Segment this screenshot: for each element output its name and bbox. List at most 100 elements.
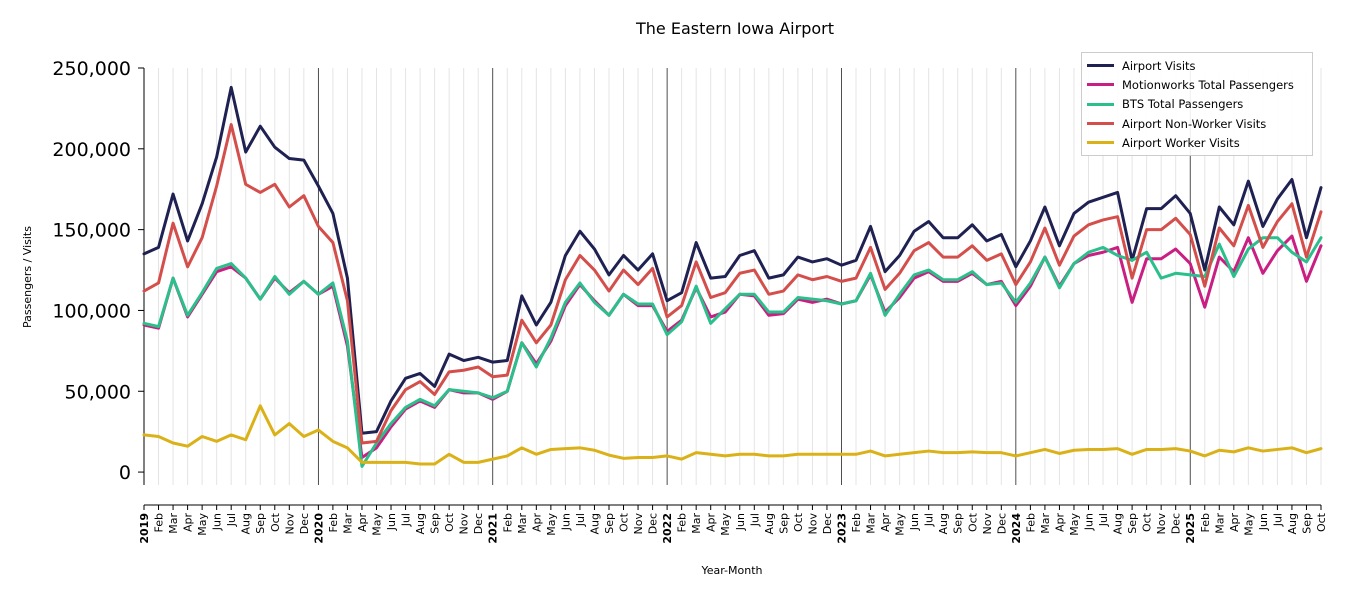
x-tick-label-month: Jun — [908, 513, 921, 531]
x-tick-label-month: Sep — [429, 513, 442, 534]
x-tick-label-month: Mar — [516, 513, 529, 534]
legend-swatch — [1087, 64, 1114, 68]
x-tick-label-month: May — [196, 513, 209, 536]
chart-title: The Eastern Iowa Airport — [636, 19, 834, 38]
x-tick-label-month: Oct — [618, 512, 631, 532]
x-tick-label-month: Nov — [981, 513, 994, 535]
legend-swatch — [1087, 122, 1114, 126]
x-tick-label-month: Dec — [472, 513, 485, 534]
x-tick-label-month: Jul — [400, 513, 413, 527]
x-tick-label-month: Jul — [225, 513, 238, 527]
x-tick-label-month: Nov — [806, 513, 819, 535]
x-tick-label-month: Dec — [1170, 513, 1183, 534]
x-tick-label-month: Mar — [1213, 513, 1226, 534]
x-tick-label-month: Nov — [632, 513, 645, 535]
x-tick-label-month: Mar — [1039, 513, 1052, 534]
series-lines — [142, 85, 1323, 468]
x-tick-label-month: Dec — [821, 513, 834, 534]
legend-label: Airport Visits — [1122, 58, 1196, 73]
series-line-airport-worker-visits — [142, 404, 1323, 466]
y-tick-label: 50,000 — [65, 381, 131, 403]
x-tick-label-year: 2020 — [312, 513, 325, 544]
x-tick-label-year: 2021 — [487, 513, 500, 544]
y-tick-label: 0 — [119, 462, 131, 484]
y-tick-label: 250,000 — [52, 58, 131, 80]
x-tick-label-month: Jun — [1257, 513, 1270, 531]
x-tick-label-month: Feb — [850, 513, 863, 532]
x-tick-label-month: Nov — [283, 513, 296, 535]
x-tick-label-month: Dec — [647, 513, 660, 534]
x-tick-label-month: Sep — [254, 513, 267, 534]
legend-swatch — [1087, 102, 1114, 106]
x-tick-label-month: May — [719, 513, 732, 536]
x-tick-label-month: Apr — [530, 513, 543, 533]
x-tick-label-month: Oct — [443, 512, 456, 532]
x-tick-label-month: Aug — [1112, 513, 1125, 534]
x-tick-label-year: 2024 — [1010, 513, 1023, 544]
legend-item: BTS Total Passengers — [1082, 95, 1312, 114]
legend-swatch — [1087, 141, 1114, 145]
x-tick-label-month: Apr — [182, 513, 195, 533]
x-tick-label-month: Aug — [588, 513, 601, 534]
x-tick-label-month: Apr — [356, 513, 369, 533]
x-tick-label-month: Feb — [501, 513, 514, 532]
x-tick-label-month: Aug — [763, 513, 776, 534]
x-tick-label-month: Aug — [1286, 513, 1299, 534]
x-tick-label-month: Sep — [603, 513, 616, 534]
x-tick-label-month: May — [1242, 513, 1255, 536]
x-tick-label-month: Jun — [559, 513, 572, 531]
x-tick-label-month: Feb — [676, 513, 689, 532]
x-tick-label-month: Sep — [777, 513, 790, 534]
legend: Airport Visits Motionworks Total Passenge… — [1081, 52, 1313, 157]
x-axis-label: Year-Month — [700, 564, 762, 577]
x-tick-label-month: Apr — [1053, 513, 1066, 533]
x-tick-label-month: Oct — [1315, 512, 1328, 532]
x-tick-label-year: 2022 — [661, 513, 674, 544]
legend-item: Airport Visits — [1082, 56, 1312, 75]
x-tick-label-month: Jul — [574, 513, 587, 527]
grid-lines — [143, 68, 1322, 485]
x-tick-label-month: Feb — [153, 513, 166, 532]
x-tick-label-month: Aug — [240, 513, 253, 534]
y-tick-label: 200,000 — [52, 139, 131, 161]
x-tick-label-month: Jul — [1097, 513, 1110, 527]
x-tick-label-month: Jun — [734, 513, 747, 531]
x-tick-label-month: May — [545, 513, 558, 536]
x-tick-label-month: Mar — [341, 513, 354, 534]
y-tick-label: 150,000 — [52, 220, 131, 242]
y-tick-label: 100,000 — [52, 300, 131, 322]
x-tick-label-month: Nov — [458, 513, 471, 535]
x-tick-label-month: Mar — [167, 513, 180, 534]
x-tick-label-month: Oct — [1141, 512, 1154, 532]
x-tick-label-month: Aug — [414, 513, 427, 534]
x-tick-label-month: Jun — [385, 513, 398, 531]
x-tick-label-month: May — [894, 513, 907, 536]
legend-item: Motionworks Total Passengers — [1082, 75, 1312, 94]
x-tick-label-month: Sep — [1300, 513, 1313, 534]
x-tick-label-month: May — [370, 513, 383, 536]
x-tick-label-month: Apr — [879, 513, 892, 533]
x-tick-label-month: Apr — [1228, 513, 1241, 533]
x-tick-label-month: Mar — [865, 513, 878, 534]
legend-item: Airport Worker Visits — [1082, 133, 1312, 152]
x-tick-label-month: Jul — [748, 513, 761, 527]
x-tick-label-month: Feb — [1199, 513, 1212, 532]
legend-label: Airport Non-Worker Visits — [1122, 116, 1267, 131]
series-line-airport-visits — [142, 85, 1323, 435]
x-tick-label-month: Sep — [1126, 513, 1139, 534]
x-tick-label-month: Dec — [995, 513, 1008, 534]
legend-label: BTS Total Passengers — [1122, 97, 1244, 112]
x-tick-label-month: Feb — [1024, 513, 1037, 532]
x-tick-label-month: Oct — [792, 512, 805, 532]
x-tick-label-year: 2023 — [835, 513, 848, 544]
series-line-motionworks-total-passengers — [142, 234, 1323, 460]
x-tick-label-month: Mar — [690, 513, 703, 534]
x-tick-label-month: Aug — [937, 513, 950, 534]
x-tick-label-month: Sep — [952, 513, 965, 534]
x-tick-label-month: Feb — [327, 513, 340, 532]
legend-swatch — [1087, 83, 1114, 87]
x-tick-label-month: Oct — [966, 512, 979, 532]
x-tick-label-month: Oct — [269, 512, 282, 532]
